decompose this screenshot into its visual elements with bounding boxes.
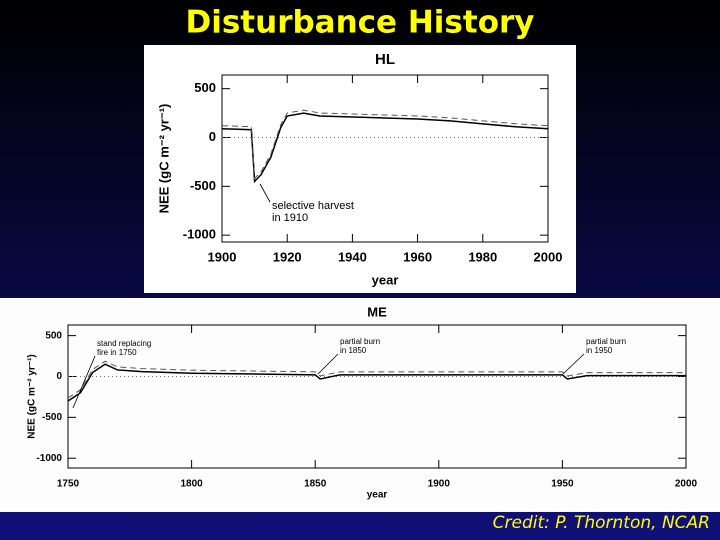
x-tick-label: 1940	[338, 249, 367, 264]
x-axis-label: year	[372, 272, 399, 287]
annotation-arrow	[317, 353, 339, 375]
y-tick-label: -500	[42, 412, 62, 423]
x-tick-label: 1960	[403, 249, 432, 264]
x-tick-label: 2000	[675, 479, 698, 490]
slide-title: Disturbance History	[186, 5, 535, 41]
data-line-dashed	[221, 109, 549, 180]
data-line-dashed	[67, 360, 686, 399]
panel-bottom	[0, 298, 720, 512]
plot-frame	[221, 74, 549, 243]
x-tick-label: 1900	[208, 249, 237, 264]
annotation: partial burn	[586, 337, 626, 346]
x-tick-label: 1800	[180, 479, 203, 490]
x-axis-label: year	[367, 490, 388, 501]
x-tick-label: 1850	[304, 479, 327, 490]
x-tick-label: 1900	[428, 479, 451, 490]
annotation-arrow	[72, 355, 96, 409]
y-axis-label: NEE (gC m⁻² yr⁻¹)	[27, 354, 38, 438]
annotation-arrow	[562, 353, 585, 375]
chart-title: HL	[375, 51, 395, 68]
y-tick-label: -1000	[36, 453, 62, 464]
annotation: in 1950	[586, 346, 613, 355]
annotation: selective harvest	[272, 200, 354, 212]
credit: Credit: P. Thornton, NCAR	[493, 513, 710, 533]
annotation: in 1910	[272, 212, 308, 224]
data-line	[67, 363, 686, 402]
annotation: in 1850	[340, 346, 367, 355]
plot-frame	[67, 324, 687, 469]
data-line	[221, 112, 549, 184]
annotation: fire in 1750	[97, 348, 137, 357]
panel-top	[144, 45, 576, 293]
chart-title: ME	[367, 304, 387, 319]
annotation-arrow	[259, 183, 271, 203]
y-tick-label: 500	[45, 330, 62, 341]
y-tick-label: 500	[194, 80, 216, 95]
annotation: partial burn	[340, 337, 380, 346]
x-tick-label: 1950	[551, 479, 574, 490]
y-tick-label: -1000	[183, 227, 216, 242]
y-tick-label: -500	[190, 178, 216, 193]
x-tick-label: 1750	[57, 479, 80, 490]
y-axis-label: NEE (gC m⁻² yr⁻¹)	[156, 104, 171, 214]
y-tick-label: 0	[209, 129, 216, 144]
x-tick-label: 1920	[273, 249, 302, 264]
annotation: stand replacing	[97, 339, 151, 348]
x-tick-label: 2000	[534, 249, 563, 264]
x-tick-label: 1980	[468, 249, 497, 264]
y-tick-label: 0	[56, 371, 62, 382]
